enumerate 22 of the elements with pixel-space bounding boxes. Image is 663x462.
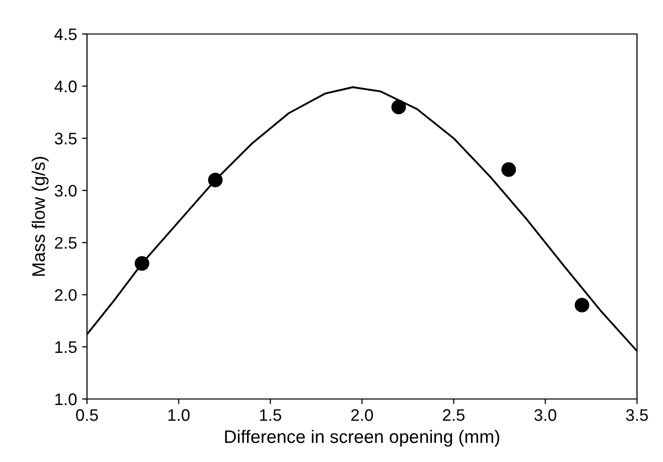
- x-tick-label: 1.0: [168, 409, 190, 421]
- x-axis-title: Difference in screen opening (mm): [225, 430, 500, 447]
- x-tick-label: 1.5: [260, 409, 282, 421]
- point: [574, 298, 590, 312]
- x-tick-label: 2.0: [351, 409, 373, 421]
- x-tick-label: 2.5: [442, 409, 465, 421]
- y-tick-label: 1.5: [55, 341, 77, 354]
- point: [134, 256, 150, 271]
- point: [501, 162, 516, 177]
- y-tick-label: 4.5: [54, 28, 77, 40]
- x-tick-label: 3.5: [626, 409, 648, 421]
- point: [208, 172, 223, 188]
- y-tick-label: 4.0: [54, 80, 77, 92]
- y-tick-label: 1.0: [55, 393, 77, 406]
- y-tick-label: 3.0: [54, 184, 77, 197]
- y-axis-title: Mass flow (g/s): [32, 156, 49, 276]
- point: [391, 100, 406, 114]
- x-tick-label: 0.5: [76, 409, 98, 421]
- y-tick-label: 2.0: [54, 289, 77, 301]
- y-tick-label: 3.5: [54, 132, 77, 144]
- x-tick-label: 3.0: [534, 409, 556, 421]
- y-tick-label: 2.5: [54, 236, 77, 249]
